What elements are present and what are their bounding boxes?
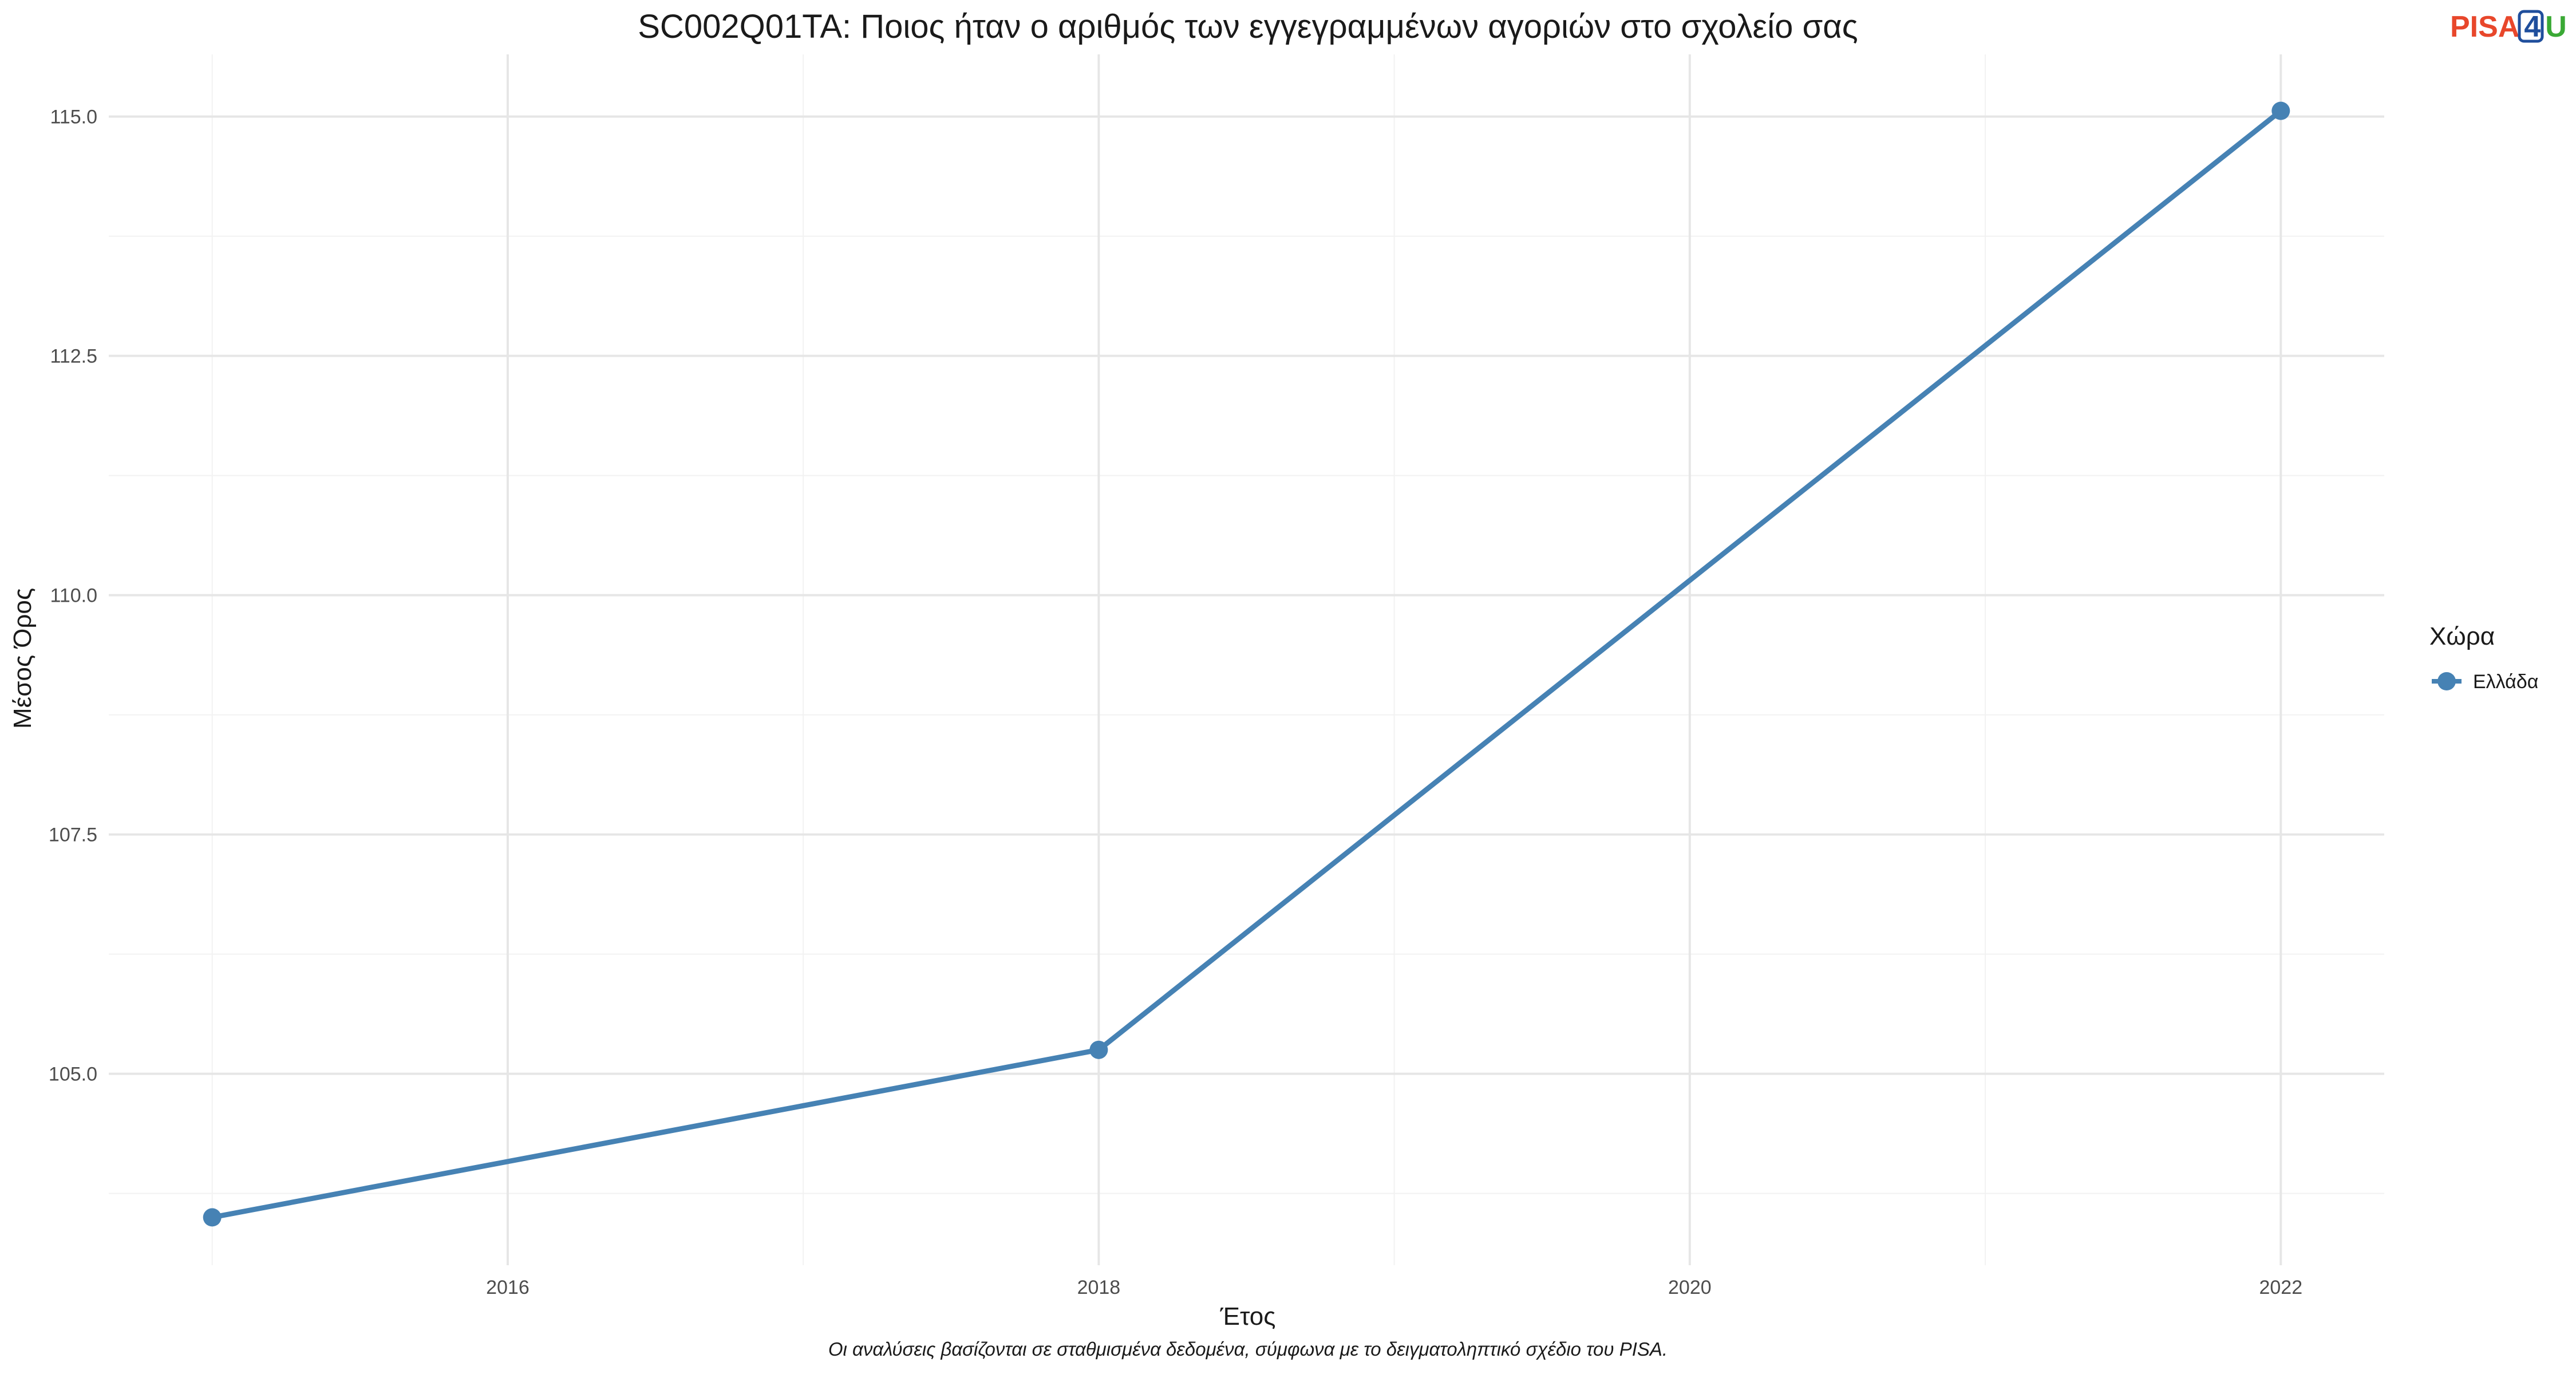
series-layer	[203, 101, 2290, 1227]
x-tick-label: 2022	[2259, 1277, 2302, 1298]
legend: Χώρα Ελλάδα	[2429, 622, 2538, 693]
grid-major	[109, 54, 2384, 1265]
x-tick-label: 2018	[1077, 1277, 1121, 1298]
data-point	[2271, 101, 2290, 120]
x-tick-label: 2016	[486, 1277, 530, 1298]
data-point	[203, 1208, 222, 1227]
y-tick-label: 112.5	[50, 346, 97, 368]
legend-label: Ελλάδα	[2473, 671, 2538, 693]
legend-key-point	[2437, 672, 2456, 690]
x-tick-labels: 2016 2018 2020 2022	[486, 1277, 2302, 1298]
pisa4u-logo: PISA 4 U	[2450, 10, 2567, 44]
grid-minor	[109, 54, 2384, 1265]
y-axis-title: Μέσος Όρος	[9, 588, 37, 729]
y-tick-label: 110.0	[50, 585, 97, 607]
y-tick-label: 107.5	[49, 824, 97, 846]
y-tick-label: 105.0	[49, 1064, 97, 1085]
series-line-Ελλάδα	[210, 108, 2283, 1220]
logo-box	[2518, 10, 2544, 43]
caption: Οι αναλύσεις βασίζονται σε σταθμισμένα δ…	[828, 1339, 1668, 1360]
x-axis-title: Έτος	[1220, 1302, 1276, 1330]
x-tick-label: 2020	[1668, 1277, 1712, 1298]
y-tick-labels: 105.0 107.5 110.0 112.5 115.0	[49, 106, 97, 1085]
data-point	[1089, 1040, 1108, 1059]
legend-title: Χώρα	[2429, 622, 2495, 650]
y-tick-label: 115.0	[50, 106, 97, 128]
chart-title: SC002Q01TA: Ποιος ήταν ο αριθμός των εγγ…	[638, 8, 1858, 45]
